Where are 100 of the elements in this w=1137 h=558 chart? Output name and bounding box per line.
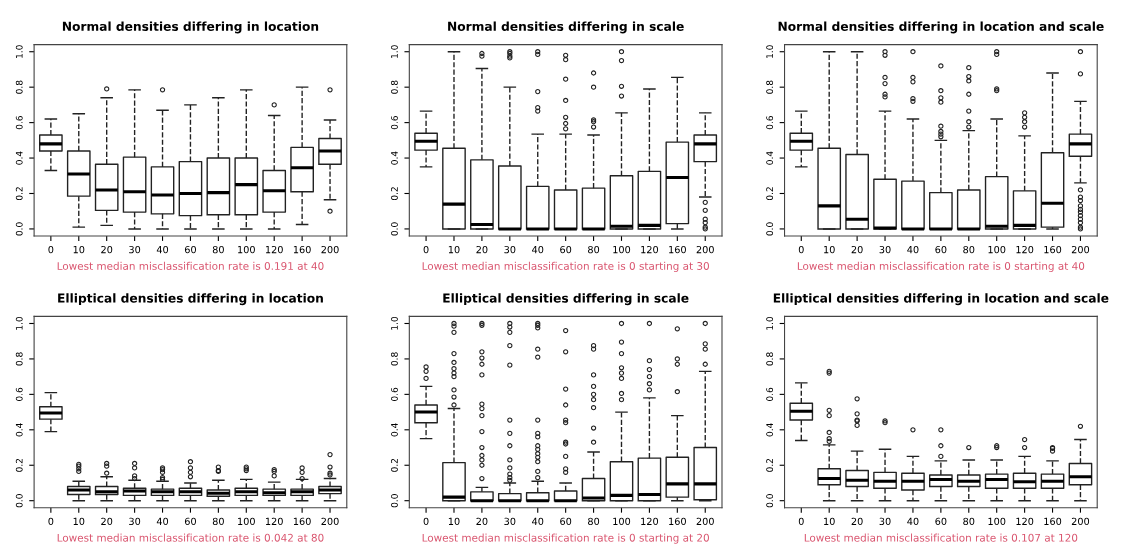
chart-title: Elliptical densities differing in location and scale [773,293,1109,306]
x-tick-label: 120 [641,245,659,254]
x-tick-label: 100 [613,245,631,254]
x-tick-label: 100 [238,245,255,254]
x-tick-label: 160 [293,245,311,254]
x-tick-label: 20 [851,517,863,526]
x-tick-label: 120 [1016,245,1034,254]
y-tick-label: 0.4 [391,151,398,165]
x-tick-label: 20 [476,245,488,254]
x-tick-label: 10 [824,245,835,254]
y-tick-label: 0.2 [391,458,398,472]
x-tick-label: 80 [588,517,600,526]
y-tick-label: 0.8 [766,80,774,94]
x-tick-label: 120 [641,517,659,526]
x-tick-label: 40 [532,245,544,254]
x-tick-label: 100 [613,517,631,526]
y-tick-label: 0.2 [766,458,774,472]
chart-title: Elliptical densities differing in location [58,293,323,306]
x-tick-label: 0 [798,517,804,526]
y-tick-label: 0.6 [766,387,774,401]
y-tick-label: 0.4 [766,423,774,437]
x-tick-label: 100 [988,517,1006,526]
x-tick-label: 20 [851,245,863,254]
text: Lowest median misclassification rate is 0.107 at 120 [804,533,1078,542]
y-tick-label: 1.0 [391,316,398,330]
y-tick-label: 1.0 [15,45,23,58]
y-tick-label: 0.4 [15,423,23,437]
x-tick-label: 10 [824,517,835,526]
y-tick-label: 0.8 [15,80,23,94]
y-tick-label: 0.4 [391,423,398,437]
x-tick-label: 160 [1044,517,1062,526]
x-tick-label: 80 [212,245,224,254]
y-tick-label: 0.0 [15,494,23,508]
chart-title: Elliptical densities differing in scale [443,293,689,306]
text: Lowest median misclassification rate is 0 starting at 30 [422,261,709,272]
x-tick-label: 30 [879,517,891,526]
y-tick-label: 0.0 [391,222,398,236]
x-tick-label: 40 [907,517,919,526]
x-tick-label: 80 [963,517,975,526]
x-tick-label: 60 [184,245,196,254]
y-tick-label: 0.6 [15,387,23,401]
x-tick-label: 120 [1016,517,1034,526]
y-tick-label: 0.6 [391,387,398,401]
x-tick-label: 80 [588,245,600,254]
y-tick-label: 0.4 [15,151,23,165]
y-tick-label: 0.2 [766,187,774,201]
x-tick-label: 60 [560,245,572,254]
x-tick-label: 40 [156,517,169,526]
x-tick-label: 60 [935,517,947,526]
x-tick-label: 40 [907,245,919,254]
x-tick-label: 200 [321,245,339,254]
x-tick-label: 20 [476,517,488,526]
x-tick-label: 0 [423,245,429,254]
y-tick-label: 0.6 [391,116,398,130]
x-tick-label: 60 [184,517,196,526]
text: Lowest median misclassification rate is 0.042 at 80 [57,533,324,542]
chart-title: Normal densities differing in location [62,21,319,34]
x-tick-label: 30 [129,245,141,254]
y-tick-label: 0.4 [766,151,774,165]
x-tick-label: 160 [669,245,686,254]
x-tick-label: 200 [696,245,714,254]
y-tick-label: 0.8 [15,352,23,366]
x-tick-label: 100 [988,245,1006,254]
x-tick-label: 40 [532,517,544,526]
y-tick-label: 0.8 [391,80,398,94]
y-tick-label: 0.2 [391,187,398,201]
chart-title: Normal densities differing in scale [448,21,684,34]
x-tick-label: 20 [101,245,113,254]
x-tick-label: 160 [293,517,311,526]
y-tick-label: 0.0 [391,494,398,508]
x-tick-label: 10 [73,517,85,526]
y-tick-label: 0.2 [15,187,23,201]
y-tick-label: 0.8 [391,352,398,366]
x-tick-label: 160 [669,517,686,526]
text: Lowest median misclassification rate is 0 starting at 20 [422,533,709,544]
x-tick-label: 80 [212,517,224,526]
x-tick-label: 10 [448,245,460,254]
x-tick-label: 10 [448,517,460,526]
x-tick-label: 160 [1044,245,1062,254]
x-tick-label: 30 [504,517,516,526]
y-tick-label: 1.0 [15,316,23,330]
x-tick-label: 40 [156,245,169,254]
y-tick-label: 0.6 [766,116,774,130]
x-tick-label: 0 [48,517,54,526]
x-tick-label: 30 [504,245,516,254]
y-tick-label: 0.6 [15,116,23,130]
x-tick-label: 100 [238,517,255,526]
x-tick-label: 30 [879,245,891,254]
y-tick-label: 0.0 [15,222,23,236]
text: Lowest median misclassification rate is 0.191 at 40 [57,261,324,270]
chart-title: Normal densities differing in location and scale [778,21,1104,34]
x-tick-label: 200 [696,517,714,526]
y-tick-label: 1.0 [391,45,398,58]
y-tick-label: 1.0 [766,316,774,330]
x-tick-label: 0 [423,517,429,526]
x-tick-label: 200 [1071,517,1090,526]
x-tick-label: 200 [1071,245,1090,254]
x-tick-label: 20 [101,517,113,526]
y-tick-label: 0.2 [15,458,23,472]
y-tick-label: 0.0 [766,222,774,236]
